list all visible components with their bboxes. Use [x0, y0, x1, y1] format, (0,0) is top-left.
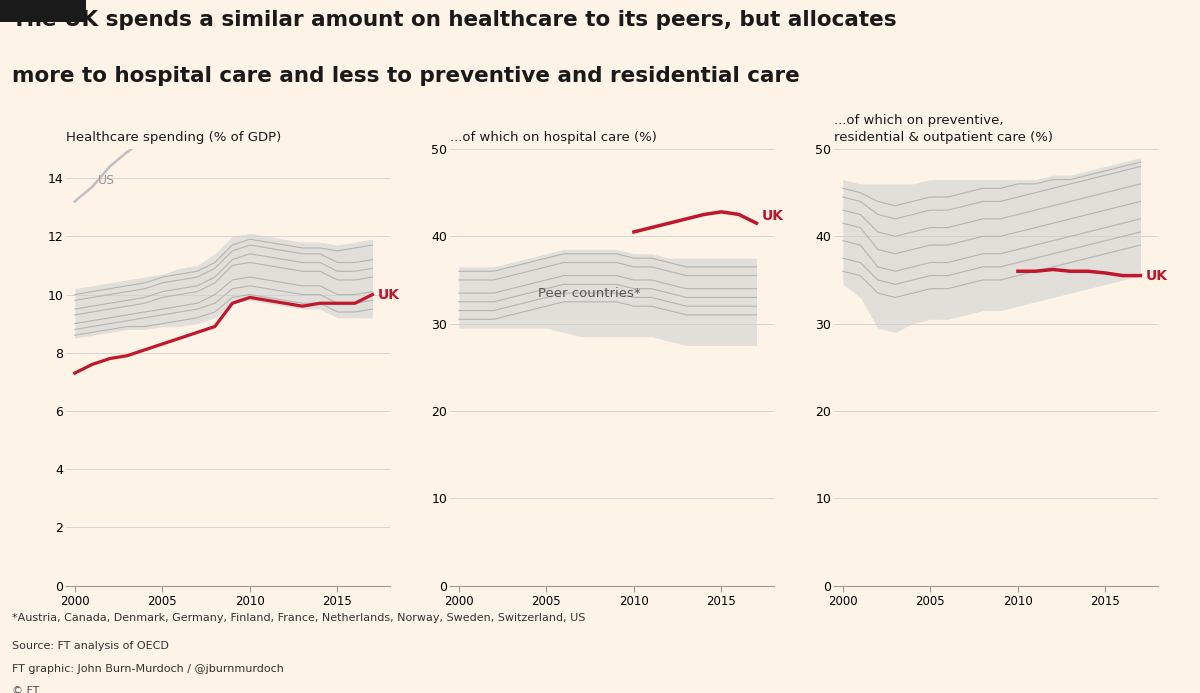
- Text: Source: FT analysis of OECD: Source: FT analysis of OECD: [12, 641, 169, 651]
- Text: Healthcare spending (% of GDP): Healthcare spending (% of GDP): [66, 131, 281, 143]
- Text: The UK spends a similar amount on healthcare to its peers, but allocates: The UK spends a similar amount on health…: [12, 10, 896, 30]
- Text: *Austria, Canada, Denmark, Germany, Finland, France, Netherlands, Norway, Sweden: *Austria, Canada, Denmark, Germany, Finl…: [12, 613, 586, 623]
- Text: UK: UK: [1146, 269, 1168, 283]
- Text: FT graphic: John Burn-Murdoch / @jburnmurdoch: FT graphic: John Burn-Murdoch / @jburnmu…: [12, 664, 284, 674]
- Text: US: US: [97, 174, 115, 187]
- Text: UK: UK: [762, 209, 784, 223]
- Text: more to hospital care and less to preventive and residential care: more to hospital care and less to preven…: [12, 66, 799, 86]
- Text: UK: UK: [378, 288, 400, 301]
- Text: ...of which on preventive,
residential & outpatient care (%): ...of which on preventive, residential &…: [834, 114, 1054, 143]
- Text: Peer countries*: Peer countries*: [538, 287, 640, 299]
- Text: ...of which on hospital care (%): ...of which on hospital care (%): [450, 131, 656, 143]
- Text: © FT: © FT: [12, 686, 40, 693]
